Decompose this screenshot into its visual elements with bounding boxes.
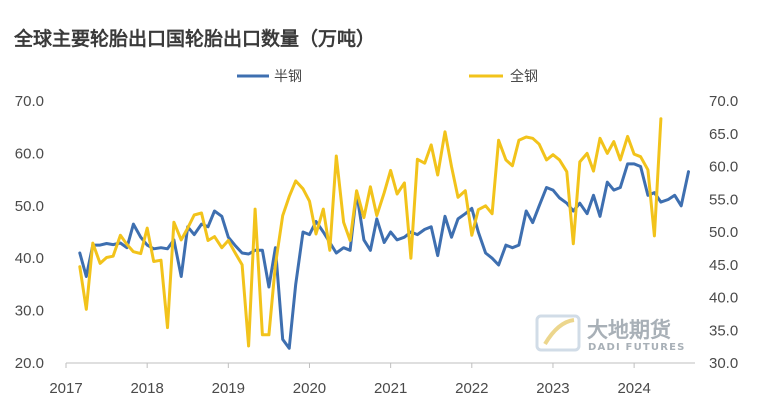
y-left-tick-label: 50.0 bbox=[15, 198, 44, 215]
series-line-all-steel bbox=[78, 117, 663, 348]
x-tick-label: 2017 bbox=[49, 380, 82, 397]
y-right-tick-label: 55.0 bbox=[709, 191, 738, 208]
series-lines bbox=[78, 117, 690, 350]
y-right-tick-label: 40.0 bbox=[709, 290, 738, 307]
legend-label-all-steel: 全钢 bbox=[510, 68, 538, 85]
watermark-logo-mark bbox=[535, 314, 581, 352]
y-right-tick-label: 65.0 bbox=[709, 126, 738, 143]
y-right-tick-label: 30.0 bbox=[709, 355, 738, 372]
y-left-tick-label: 30.0 bbox=[15, 303, 44, 320]
watermark-name-en: DADI FUTURES bbox=[588, 342, 686, 353]
chart-title: 全球主要轮胎出口国轮胎出口数量（万吨） bbox=[13, 27, 375, 50]
y-left-tick-label: 40.0 bbox=[15, 250, 44, 267]
y-right-tick-label: 35.0 bbox=[709, 322, 738, 339]
y-left-tick-label: 60.0 bbox=[15, 145, 44, 162]
y-right-tick-label: 45.0 bbox=[709, 257, 738, 274]
axes: 70.0 60.0 50.0 40.0 30.0 20.0 70.0 65.0 60.0 55.0… bbox=[15, 93, 738, 397]
y-left-tick-label: 20.0 bbox=[15, 355, 44, 372]
legend-label-semi-steel: 半钢 bbox=[274, 69, 302, 85]
x-tick-label: 2018 bbox=[130, 380, 163, 397]
legend: 半钢 全钢 bbox=[237, 68, 538, 85]
series-line-semi-steel bbox=[78, 162, 690, 350]
x-tick-label: 2021 bbox=[374, 380, 407, 397]
y-right-tick-label: 60.0 bbox=[709, 159, 738, 176]
watermark-logo: 大地期货 DADI FUTURES bbox=[535, 314, 686, 353]
x-tick-label: 2019 bbox=[212, 380, 245, 397]
watermark-name-cn: 大地期货 bbox=[587, 318, 671, 342]
x-tick-label: 2023 bbox=[536, 380, 569, 397]
y-right-tick-label: 70.0 bbox=[709, 93, 738, 110]
x-tick-label: 2020 bbox=[293, 380, 326, 397]
x-tick-label: 2022 bbox=[455, 380, 488, 397]
watermark-logo-swoosh bbox=[543, 318, 575, 346]
x-tick-label: 2024 bbox=[617, 380, 650, 397]
y-left-tick-label: 70.0 bbox=[15, 93, 44, 110]
y-right-tick-label: 50.0 bbox=[709, 224, 738, 241]
